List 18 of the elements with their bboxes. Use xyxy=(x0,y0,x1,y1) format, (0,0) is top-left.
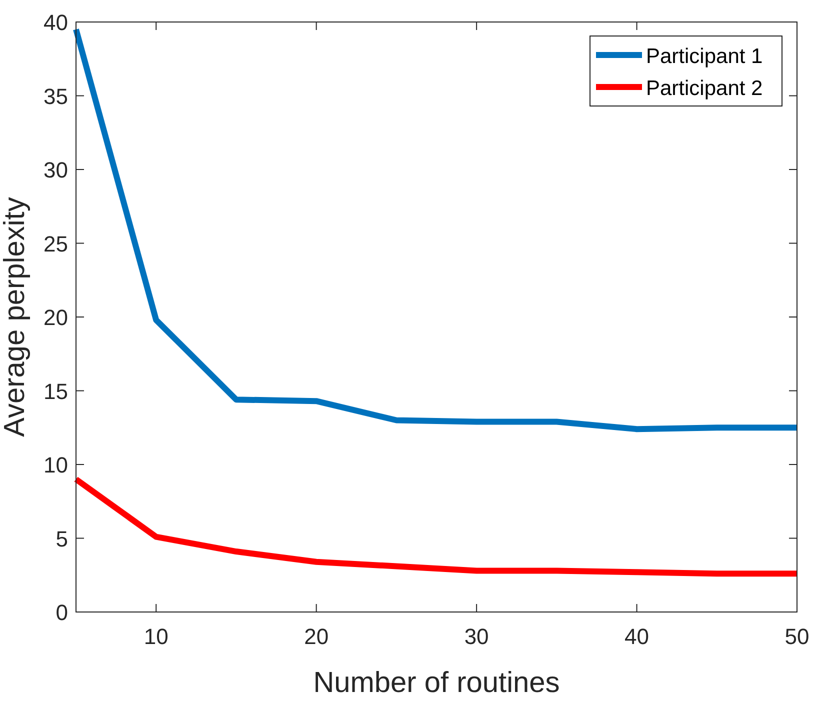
legend-label: Participant 1 xyxy=(646,45,763,68)
legend-label: Participant 2 xyxy=(646,77,763,100)
x-tick-label: 50 xyxy=(784,624,810,649)
x-tick-label: 40 xyxy=(624,624,650,649)
y-tick-label: 20 xyxy=(44,305,68,330)
y-tick-label: 15 xyxy=(44,378,68,404)
y-tick-label: 35 xyxy=(44,84,68,109)
x-tick-label: 20 xyxy=(304,624,329,649)
x-tick-label: 30 xyxy=(464,624,489,649)
y-tick-label: 25 xyxy=(44,231,68,256)
y-tick-label: 30 xyxy=(44,158,68,182)
y-tick-label: 40 xyxy=(44,10,68,35)
y-tick-label: 10 xyxy=(44,452,68,478)
y-axis-title: Average perplexity xyxy=(0,196,31,437)
x-tick-label: 10 xyxy=(144,624,168,649)
y-tick-label: 5 xyxy=(56,526,68,552)
y-tick-label: 0 xyxy=(56,600,68,625)
x-axis-title: Number of routines xyxy=(313,667,560,699)
